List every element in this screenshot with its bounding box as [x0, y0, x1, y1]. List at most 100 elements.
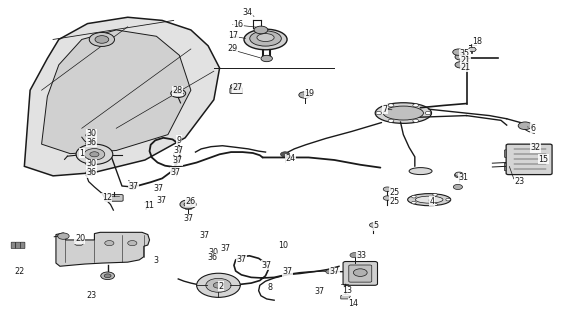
Circle shape: [74, 241, 84, 246]
Circle shape: [261, 55, 272, 62]
Ellipse shape: [375, 103, 432, 124]
Text: 10: 10: [278, 241, 288, 250]
Circle shape: [213, 283, 224, 288]
FancyBboxPatch shape: [105, 195, 123, 201]
Text: 37: 37: [330, 267, 340, 276]
Circle shape: [86, 170, 95, 175]
Circle shape: [184, 202, 192, 207]
Circle shape: [171, 89, 186, 98]
Text: 37: 37: [156, 196, 167, 205]
Circle shape: [95, 36, 109, 43]
FancyBboxPatch shape: [230, 88, 242, 93]
Text: 15: 15: [538, 155, 548, 164]
FancyBboxPatch shape: [20, 242, 25, 249]
Circle shape: [89, 32, 114, 46]
Text: 2: 2: [219, 282, 223, 291]
FancyBboxPatch shape: [349, 265, 372, 282]
Polygon shape: [56, 232, 149, 266]
Ellipse shape: [383, 106, 424, 120]
Text: 20: 20: [75, 234, 85, 243]
Text: 5: 5: [373, 221, 379, 230]
Text: 22: 22: [14, 267, 24, 276]
Text: 37: 37: [129, 181, 139, 190]
Text: 7: 7: [382, 105, 387, 114]
Circle shape: [254, 26, 268, 34]
Text: 37: 37: [237, 255, 247, 264]
Text: 37: 37: [183, 214, 193, 223]
Circle shape: [454, 184, 463, 189]
Text: 30: 30: [87, 130, 96, 139]
Circle shape: [413, 104, 418, 107]
Text: 23: 23: [87, 291, 96, 300]
FancyBboxPatch shape: [16, 242, 20, 249]
Text: 37: 37: [261, 261, 271, 270]
Text: 3: 3: [153, 256, 159, 265]
Text: 34: 34: [242, 8, 253, 17]
Text: 36: 36: [207, 253, 217, 262]
Circle shape: [90, 152, 99, 157]
Text: 26: 26: [185, 197, 195, 206]
Text: 37: 37: [314, 287, 324, 296]
Text: 18: 18: [472, 37, 482, 46]
Circle shape: [446, 198, 451, 201]
Circle shape: [411, 196, 416, 198]
Polygon shape: [341, 294, 350, 299]
Text: 30: 30: [208, 248, 218, 257]
Text: 31: 31: [459, 173, 469, 182]
Circle shape: [86, 141, 95, 146]
Text: 33: 33: [356, 251, 366, 260]
Text: 35: 35: [460, 49, 470, 58]
Text: 29: 29: [227, 44, 237, 53]
Text: 17: 17: [228, 31, 238, 40]
Text: 16: 16: [233, 20, 243, 29]
Text: 1: 1: [80, 148, 84, 157]
Polygon shape: [468, 47, 476, 52]
Circle shape: [76, 144, 113, 164]
Circle shape: [425, 111, 431, 115]
Circle shape: [353, 269, 367, 276]
Circle shape: [518, 122, 532, 130]
Text: 37: 37: [171, 168, 181, 177]
Circle shape: [326, 269, 334, 274]
Text: 6: 6: [531, 124, 536, 133]
Ellipse shape: [257, 34, 274, 42]
Circle shape: [86, 133, 95, 138]
Circle shape: [104, 274, 111, 278]
Text: 36: 36: [87, 138, 96, 147]
Circle shape: [453, 49, 464, 55]
Text: 9: 9: [177, 136, 182, 145]
FancyBboxPatch shape: [504, 163, 512, 171]
Circle shape: [433, 194, 437, 196]
Circle shape: [86, 161, 95, 166]
Ellipse shape: [409, 168, 432, 175]
Text: 19: 19: [304, 89, 314, 98]
Circle shape: [388, 104, 394, 107]
Circle shape: [455, 62, 467, 68]
Text: 37: 37: [221, 244, 231, 253]
Circle shape: [128, 185, 136, 189]
Text: 4: 4: [429, 197, 434, 206]
Text: 36: 36: [87, 168, 96, 177]
Circle shape: [128, 241, 137, 246]
Text: 30: 30: [87, 159, 96, 168]
Circle shape: [376, 111, 381, 115]
Circle shape: [206, 278, 231, 292]
Text: 12: 12: [102, 193, 112, 202]
Text: 14: 14: [348, 299, 358, 308]
Ellipse shape: [408, 194, 451, 206]
Circle shape: [280, 152, 290, 157]
Circle shape: [230, 84, 241, 89]
Text: 37: 37: [173, 156, 183, 165]
Circle shape: [105, 241, 114, 246]
Text: 21: 21: [461, 56, 471, 65]
Circle shape: [455, 173, 464, 178]
Text: 28: 28: [173, 86, 183, 95]
Text: 37: 37: [283, 267, 293, 276]
Circle shape: [58, 233, 69, 239]
Circle shape: [197, 273, 240, 297]
Circle shape: [84, 148, 105, 160]
Circle shape: [413, 119, 418, 122]
Circle shape: [180, 200, 196, 209]
Circle shape: [433, 203, 437, 206]
Text: 27: 27: [232, 83, 242, 92]
